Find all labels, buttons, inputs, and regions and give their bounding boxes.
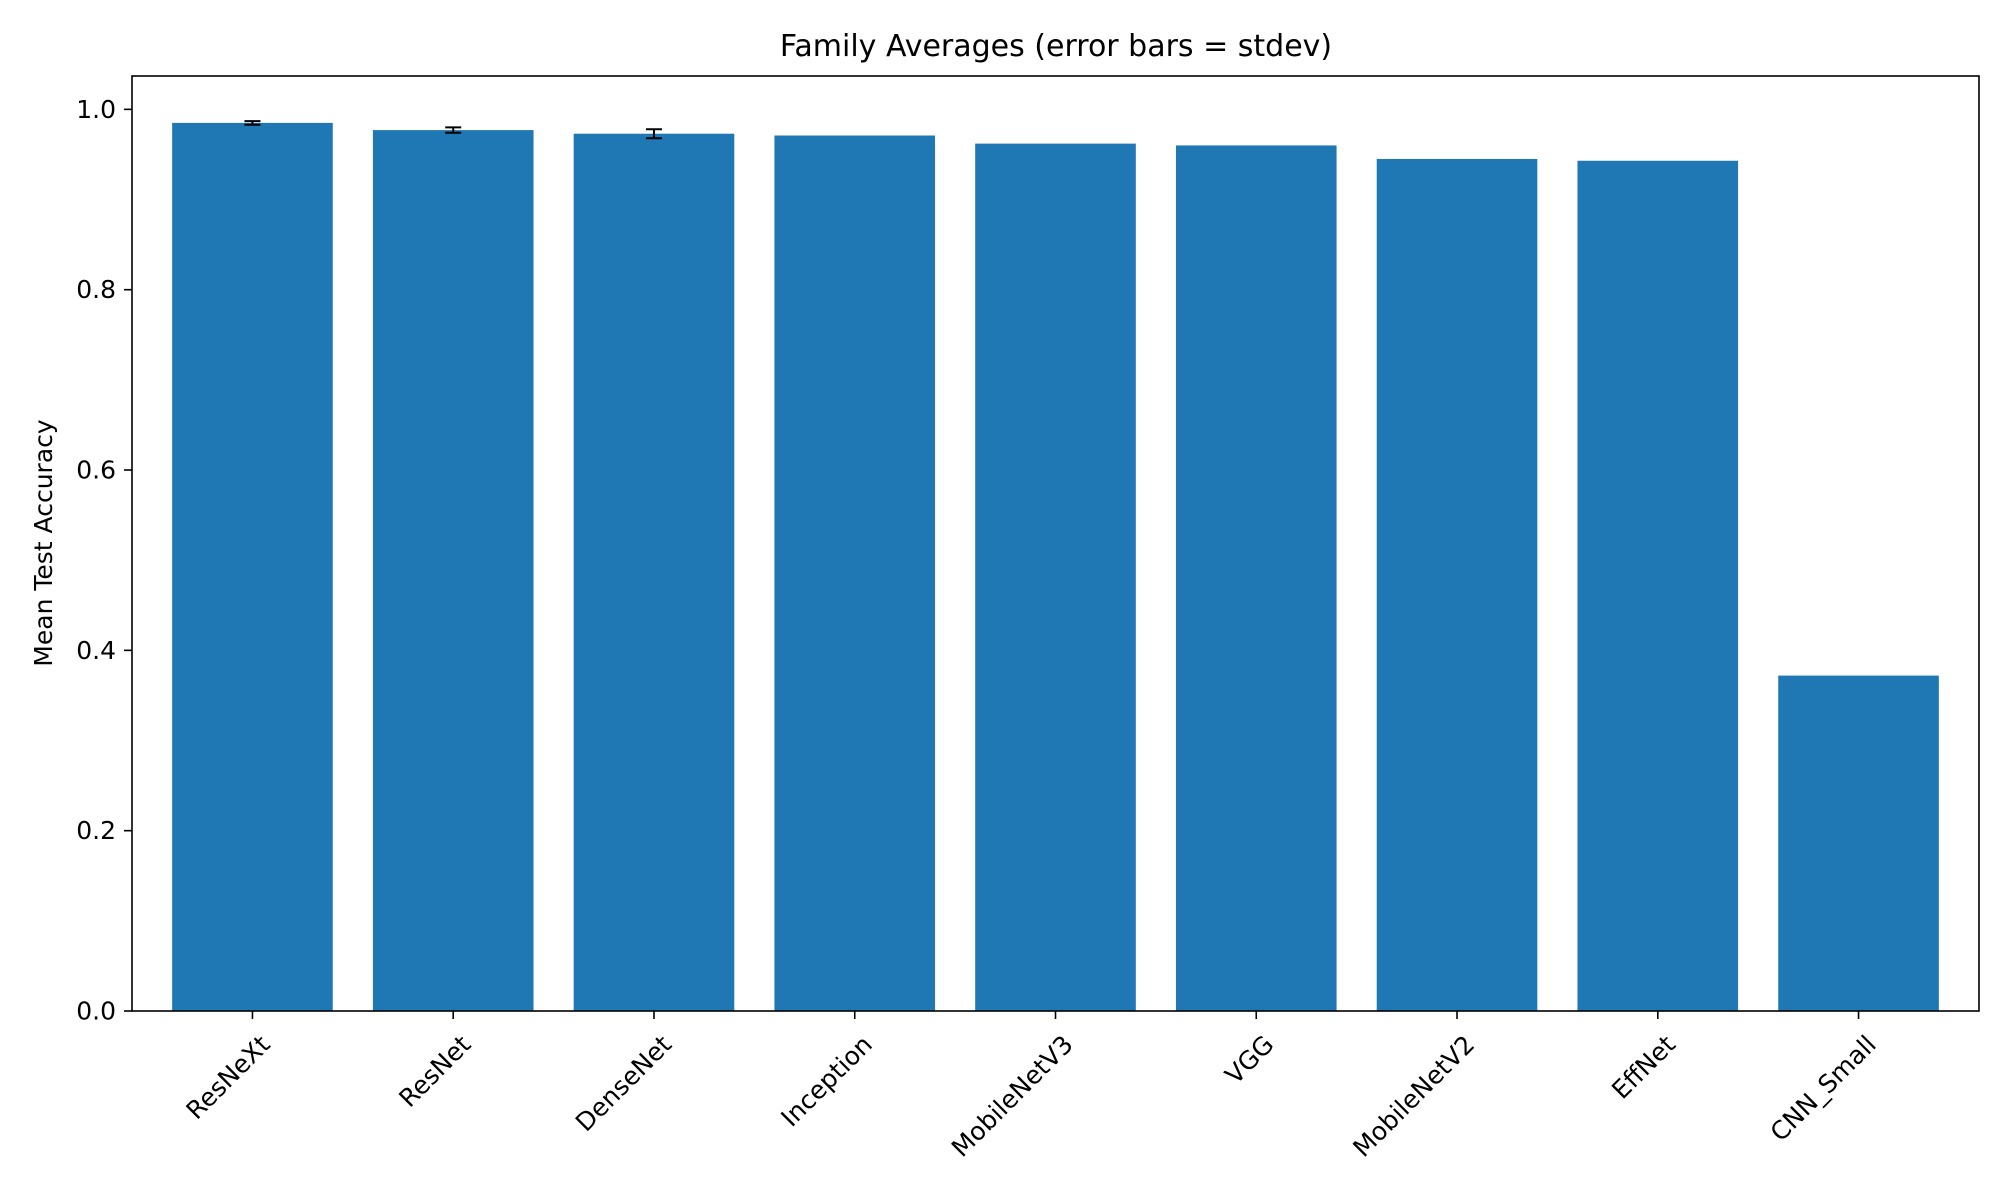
x-axis-ticks: ResNeXt ResNet DenseNet Inception MobileNetV… [180, 1011, 1882, 1163]
x-tick-label: MobileNetV3 [946, 1030, 1079, 1163]
error-bar-resnext [244, 120, 261, 126]
y-tick-label: 1.0 [76, 95, 116, 124]
bar-cnn-small [1778, 675, 1939, 1011]
x-tick-label: Inception [775, 1030, 878, 1133]
y-axis-ticks: 0.0 0.2 0.4 0.6 0.8 1.0 [76, 95, 132, 1026]
error-bar-resnet [445, 126, 462, 134]
bar-effnet [1577, 160, 1739, 1012]
error-bar-densenet [645, 128, 662, 140]
bar-resnet [372, 130, 534, 1011]
y-tick-label: 0.8 [76, 275, 116, 304]
bar-mobilenetv3 [975, 143, 1136, 1012]
error-bars-group [244, 120, 662, 140]
bar-vgg [1175, 145, 1337, 1012]
x-tick-label: DenseNet [570, 1030, 677, 1137]
bar-inception [774, 135, 936, 1012]
bars-group [172, 122, 1939, 1012]
y-tick-label: 0.0 [76, 997, 116, 1026]
y-tick-label: 0.2 [76, 816, 116, 845]
bar-densenet [573, 133, 735, 1011]
x-tick-label: MobileNetV2 [1347, 1030, 1480, 1163]
bar-resnext [172, 122, 333, 1011]
x-tick-label: VGG [1220, 1030, 1280, 1090]
chart-title: Family Averages (error bars = stdev) [780, 29, 1332, 64]
x-tick-label: CNN_Small [1765, 1030, 1882, 1147]
bar-mobilenetv2 [1376, 158, 1538, 1012]
x-tick-label: EffNet [1606, 1030, 1681, 1105]
y-axis-label: Mean Test Accuracy [29, 419, 58, 667]
y-tick-label: 0.4 [76, 636, 116, 665]
x-tick-label: ResNeXt [180, 1030, 275, 1125]
y-tick-label: 0.6 [76, 456, 116, 485]
plot-frame [131, 75, 1980, 1012]
x-tick-label: ResNet [393, 1030, 476, 1113]
